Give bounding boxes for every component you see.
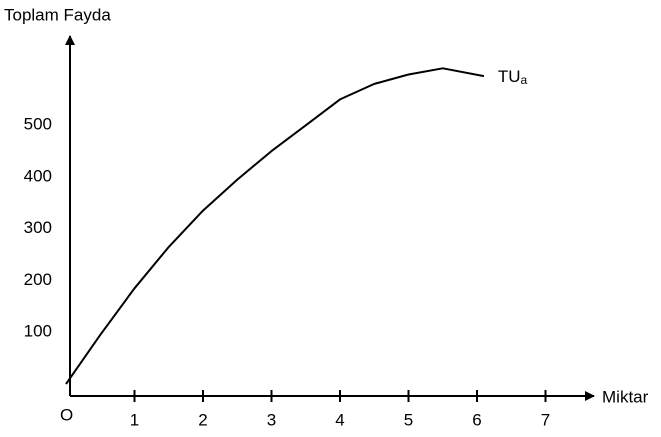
x-axis-title: Miktar xyxy=(602,387,649,406)
y-tick-label: 300 xyxy=(24,218,52,237)
curve-label-text: TU xyxy=(498,68,521,87)
x-tick-label: 4 xyxy=(335,410,344,429)
y-axis-title: Toplam Fayda xyxy=(4,5,111,24)
x-tick-label: 6 xyxy=(472,410,481,429)
y-tick-label: 100 xyxy=(24,322,52,341)
x-tick-label: 7 xyxy=(541,410,550,429)
curve-label: TUa xyxy=(498,68,528,88)
origin-label: O xyxy=(60,405,73,424)
x-tick-label: 3 xyxy=(267,410,276,429)
y-tick-label: 200 xyxy=(24,270,52,289)
x-tick-label: 2 xyxy=(198,410,207,429)
x-tick-label: 5 xyxy=(404,410,413,429)
curve-label-subscript: a xyxy=(521,73,528,87)
x-tick-label: 1 xyxy=(130,410,139,429)
curve xyxy=(65,67,485,385)
y-tick-label: 400 xyxy=(24,166,52,185)
y-tick-label: 500 xyxy=(24,115,52,134)
